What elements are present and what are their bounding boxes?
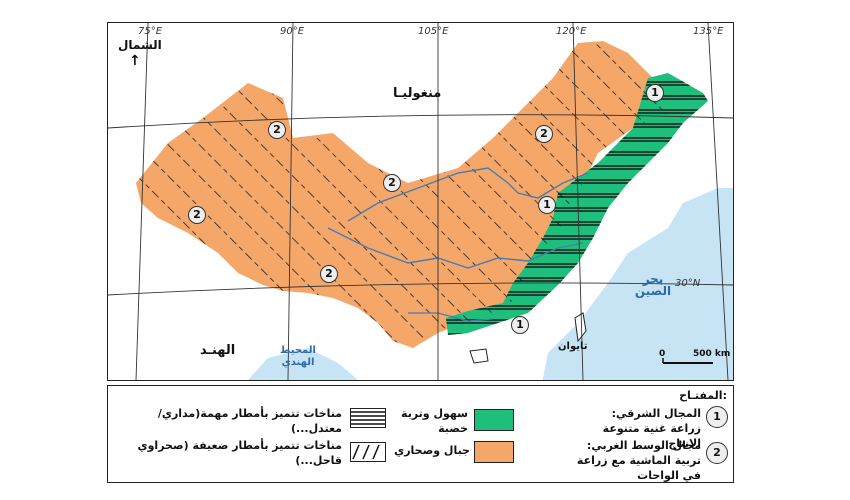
scale-zero-label: 0 xyxy=(659,349,666,359)
label-india: الهنـد xyxy=(200,343,236,358)
label-mongolia: منغوليـا xyxy=(393,86,442,101)
zone-2-marker: 2 xyxy=(535,125,553,143)
zone-2-marker: 2 xyxy=(320,265,338,283)
graticule xyxy=(108,23,733,380)
river-yellow xyxy=(347,167,589,222)
map-legend: المفتـاح: 1 المجال الشرقي: زراعة غنية مت… xyxy=(107,385,734,483)
zone-1-legend-marker: 1 xyxy=(706,406,728,428)
zone-1-marker: 1 xyxy=(538,196,556,214)
plains-legend-text: سهول وتربة خصبة xyxy=(401,407,468,435)
zone-2-legend-marker: 2 xyxy=(706,442,728,464)
north-arrow-icon: ↑ xyxy=(129,53,141,69)
strong-rain-swatch xyxy=(350,408,386,428)
taiwan-island xyxy=(574,312,587,343)
zone-1-marker: 1 xyxy=(511,316,529,334)
longitude-label: 135°E xyxy=(693,26,724,37)
latitude-label: 30°N xyxy=(675,278,701,289)
mountains-legend-text: جبال وصحاري xyxy=(394,444,470,457)
weak-rain-swatch xyxy=(350,442,386,462)
longitude-label: 105°E xyxy=(418,26,449,37)
river-yangtze xyxy=(327,227,584,269)
plains-swatch xyxy=(474,409,514,431)
china-map xyxy=(108,23,733,380)
zone-1-legend-text: المجال الشرقي: زراعة غنية متنوعة الانتاج xyxy=(602,407,701,450)
zone-2-legend-text: مجال الوسط الغربي: تربية الماشية مع زراع… xyxy=(576,439,701,482)
longitude-label: 120°E xyxy=(556,26,587,37)
indian-ocean xyxy=(248,348,358,380)
map-frame: 75°E 90°E 105°E 120°E 135°E 30°N الشمال … xyxy=(107,22,734,381)
label-indian-ocean: المحيط الهندي xyxy=(280,345,316,368)
longitude-label: 75°E xyxy=(138,26,163,37)
zone-2-marker: 2 xyxy=(383,174,401,192)
scale-bar xyxy=(662,358,713,364)
mountains-swatch xyxy=(474,441,514,463)
hainan-island xyxy=(469,348,489,364)
scale-distance-label: 500 km xyxy=(693,349,731,359)
sea-area xyxy=(538,188,733,380)
zone-2-marker: 2 xyxy=(188,206,206,224)
zone-2-marker: 2 xyxy=(268,121,286,139)
north-label: الشمال xyxy=(118,38,162,52)
weak-rain-legend-text: مناخات تتميز بأمطار ضعيفة (صحراوي قاحل..… xyxy=(137,439,342,467)
zone-1-marker: 1 xyxy=(646,84,664,102)
river-pearl xyxy=(408,312,494,322)
strong-rain-legend-text: مناخات تتميز بأمطار مهمة(مداري/ معتدل...… xyxy=(157,407,342,435)
label-china-sea: بحر الصين xyxy=(634,272,672,298)
longitude-label: 90°E xyxy=(280,26,305,37)
label-taiwan: تايوان xyxy=(558,341,588,352)
legend-title: المفتـاح: xyxy=(679,389,727,402)
